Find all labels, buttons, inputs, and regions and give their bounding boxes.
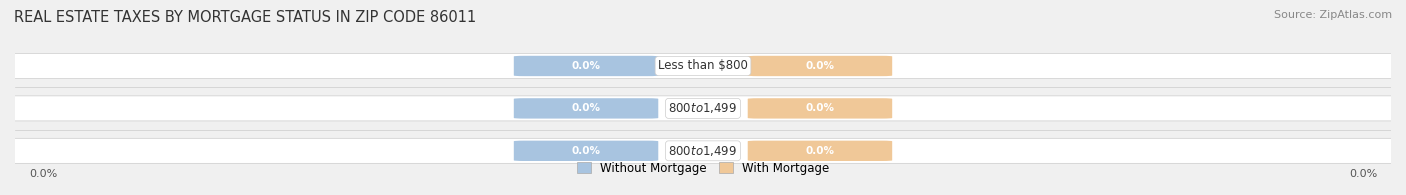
- Text: Source: ZipAtlas.com: Source: ZipAtlas.com: [1274, 10, 1392, 20]
- FancyBboxPatch shape: [1, 96, 1405, 121]
- FancyBboxPatch shape: [1, 53, 1405, 79]
- Text: 0.0%: 0.0%: [572, 146, 600, 156]
- Text: 0.0%: 0.0%: [806, 61, 834, 71]
- Text: 0.0%: 0.0%: [28, 169, 58, 179]
- Text: 0.0%: 0.0%: [572, 61, 600, 71]
- FancyBboxPatch shape: [748, 141, 893, 161]
- FancyBboxPatch shape: [1, 138, 1405, 163]
- Text: $800 to $1,499: $800 to $1,499: [668, 144, 738, 158]
- FancyBboxPatch shape: [748, 98, 893, 119]
- Text: 0.0%: 0.0%: [806, 146, 834, 156]
- FancyBboxPatch shape: [513, 98, 658, 119]
- Text: Less than $800: Less than $800: [658, 59, 748, 73]
- FancyBboxPatch shape: [513, 56, 658, 76]
- Text: $800 to $1,499: $800 to $1,499: [668, 101, 738, 115]
- FancyBboxPatch shape: [748, 56, 893, 76]
- FancyBboxPatch shape: [513, 141, 658, 161]
- Text: 0.0%: 0.0%: [1348, 169, 1378, 179]
- Text: 0.0%: 0.0%: [806, 103, 834, 113]
- Text: 0.0%: 0.0%: [572, 103, 600, 113]
- Legend: Without Mortgage, With Mortgage: Without Mortgage, With Mortgage: [572, 157, 834, 179]
- Text: REAL ESTATE TAXES BY MORTGAGE STATUS IN ZIP CODE 86011: REAL ESTATE TAXES BY MORTGAGE STATUS IN …: [14, 10, 477, 25]
